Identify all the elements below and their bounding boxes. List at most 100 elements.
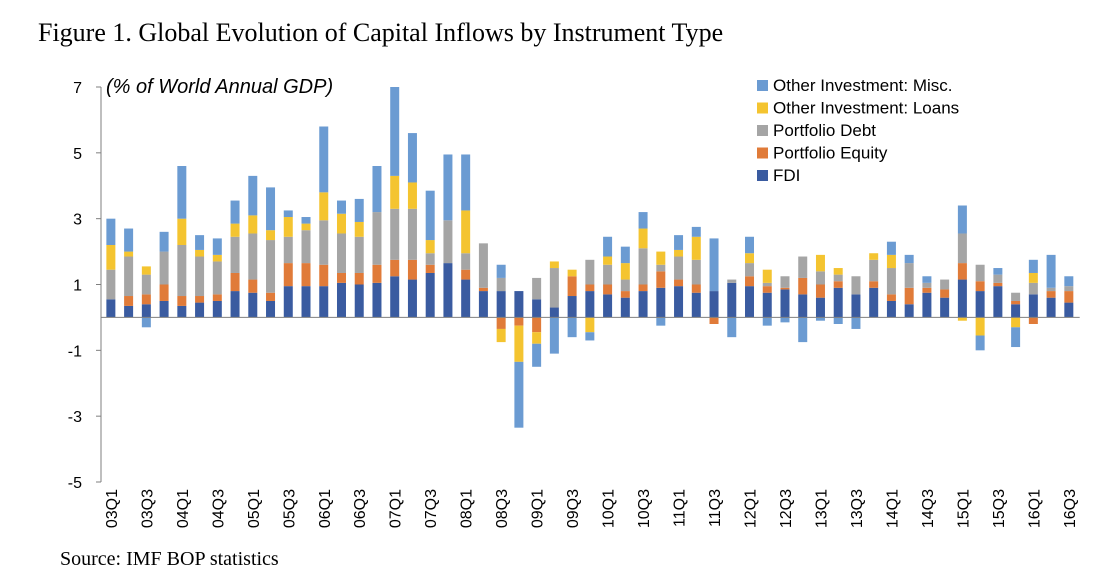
- bar-segment: [940, 289, 950, 298]
- bar-segment: [532, 299, 542, 318]
- bar-segment: [212, 261, 222, 295]
- bar-segment: [496, 291, 506, 318]
- bar-segment: [532, 317, 542, 333]
- bar-segment: [886, 294, 896, 301]
- bar-segment: [106, 245, 116, 270]
- bar-segment: [957, 279, 967, 318]
- bar-segment: [283, 217, 293, 237]
- bar-segment: [638, 248, 648, 285]
- bar-segment: [585, 332, 595, 341]
- x-tick-label: 05Q1: [246, 489, 263, 528]
- x-tick-label: 16Q1: [1026, 489, 1043, 528]
- bar-segment: [709, 291, 719, 318]
- bar-segment: [762, 317, 772, 326]
- bar-segment: [904, 304, 914, 318]
- bar-segment: [727, 317, 737, 338]
- bar-segment: [1011, 317, 1021, 328]
- y-tick-label: -5: [68, 475, 82, 492]
- bar-segment: [301, 286, 311, 318]
- bar-segment: [762, 292, 772, 318]
- bar-segment: [620, 291, 630, 298]
- bar-segment: [266, 187, 276, 231]
- bar-segment: [177, 296, 187, 306]
- bar-segment: [124, 305, 134, 318]
- bar-segment: [762, 269, 772, 283]
- bar-segment: [993, 286, 1003, 318]
- bar-segment: [336, 282, 346, 318]
- bar-segment: [656, 264, 666, 272]
- bar-segment: [266, 292, 276, 301]
- bar-segment: [869, 287, 879, 318]
- bar-segment: [212, 294, 222, 301]
- bar-segment: [780, 317, 790, 323]
- figure-title: Figure 1. Global Evolution of Capital In…: [38, 18, 724, 47]
- bar-segment: [674, 235, 684, 250]
- bar-segment: [1011, 292, 1021, 301]
- y-tick-label: 5: [73, 146, 82, 163]
- bar-segment: [922, 282, 932, 288]
- bar-segment: [354, 198, 364, 222]
- bar-segment: [833, 268, 843, 275]
- bar-segment: [620, 279, 630, 292]
- bar-segment: [159, 300, 169, 318]
- bar-segment: [798, 256, 808, 278]
- legend: Other Investment: Misc. Other Investment:…: [757, 76, 959, 185]
- bar-segment: [1046, 291, 1056, 298]
- bar-segment: [585, 291, 595, 318]
- bar-segment: [815, 317, 825, 321]
- bar-segment: [922, 276, 932, 283]
- bar-segment: [975, 317, 985, 336]
- bar-segment: [975, 264, 985, 282]
- bar-segment: [691, 292, 701, 318]
- legend-label: Portfolio Debt: [773, 121, 876, 140]
- bar-segment: [514, 317, 524, 326]
- x-tick-label: 15Q3: [991, 489, 1008, 528]
- bar-segment: [532, 343, 542, 367]
- legend-swatch: [757, 170, 768, 181]
- bar-segment: [336, 233, 346, 273]
- bar-segment: [833, 287, 843, 318]
- bar-segment: [904, 263, 914, 288]
- bar-segment: [177, 218, 187, 245]
- bar-segment: [957, 263, 967, 280]
- bar-segment: [141, 294, 151, 305]
- bar-segment: [549, 317, 559, 354]
- bar-segment: [674, 279, 684, 287]
- bar-segment: [620, 246, 630, 264]
- bar-segment: [301, 263, 311, 287]
- bar-segment: [1028, 272, 1038, 283]
- bar-segment: [567, 276, 577, 297]
- bar-segment: [674, 256, 684, 280]
- bar-segment: [957, 317, 967, 321]
- x-tick-label: 09Q1: [530, 489, 547, 528]
- bar-segment: [975, 335, 985, 351]
- bar-segment: [461, 269, 471, 280]
- bar-segment: [141, 274, 151, 295]
- bar-segment: [319, 264, 329, 287]
- bar-segment: [248, 215, 258, 234]
- bar-segment: [798, 317, 808, 343]
- bar-segment: [478, 243, 488, 288]
- bar-segment: [496, 328, 506, 343]
- bar-segment: [425, 272, 435, 318]
- bar-segment: [745, 286, 755, 318]
- x-tick-label: 08Q3: [494, 489, 511, 528]
- bar-segment: [691, 259, 701, 285]
- bar-segment: [266, 300, 276, 318]
- x-tick-label: 04Q1: [175, 489, 192, 528]
- bar-segment: [195, 256, 205, 297]
- bar-segment: [390, 208, 400, 260]
- y-axis-unit-label: (% of World Annual GDP): [106, 76, 333, 98]
- bar-segment: [336, 213, 346, 234]
- bar-segment: [585, 317, 595, 333]
- legend-swatch: [757, 102, 768, 114]
- bar-segment: [780, 287, 790, 290]
- bar-segment: [230, 200, 240, 224]
- bar-segment: [425, 190, 435, 241]
- bar-segment: [532, 277, 542, 300]
- x-tick-label: 08Q1: [459, 489, 476, 528]
- bar-segment: [745, 236, 755, 254]
- y-tick-label: 3: [73, 212, 82, 229]
- bar-segment: [390, 87, 400, 176]
- bar-segment: [514, 291, 524, 318]
